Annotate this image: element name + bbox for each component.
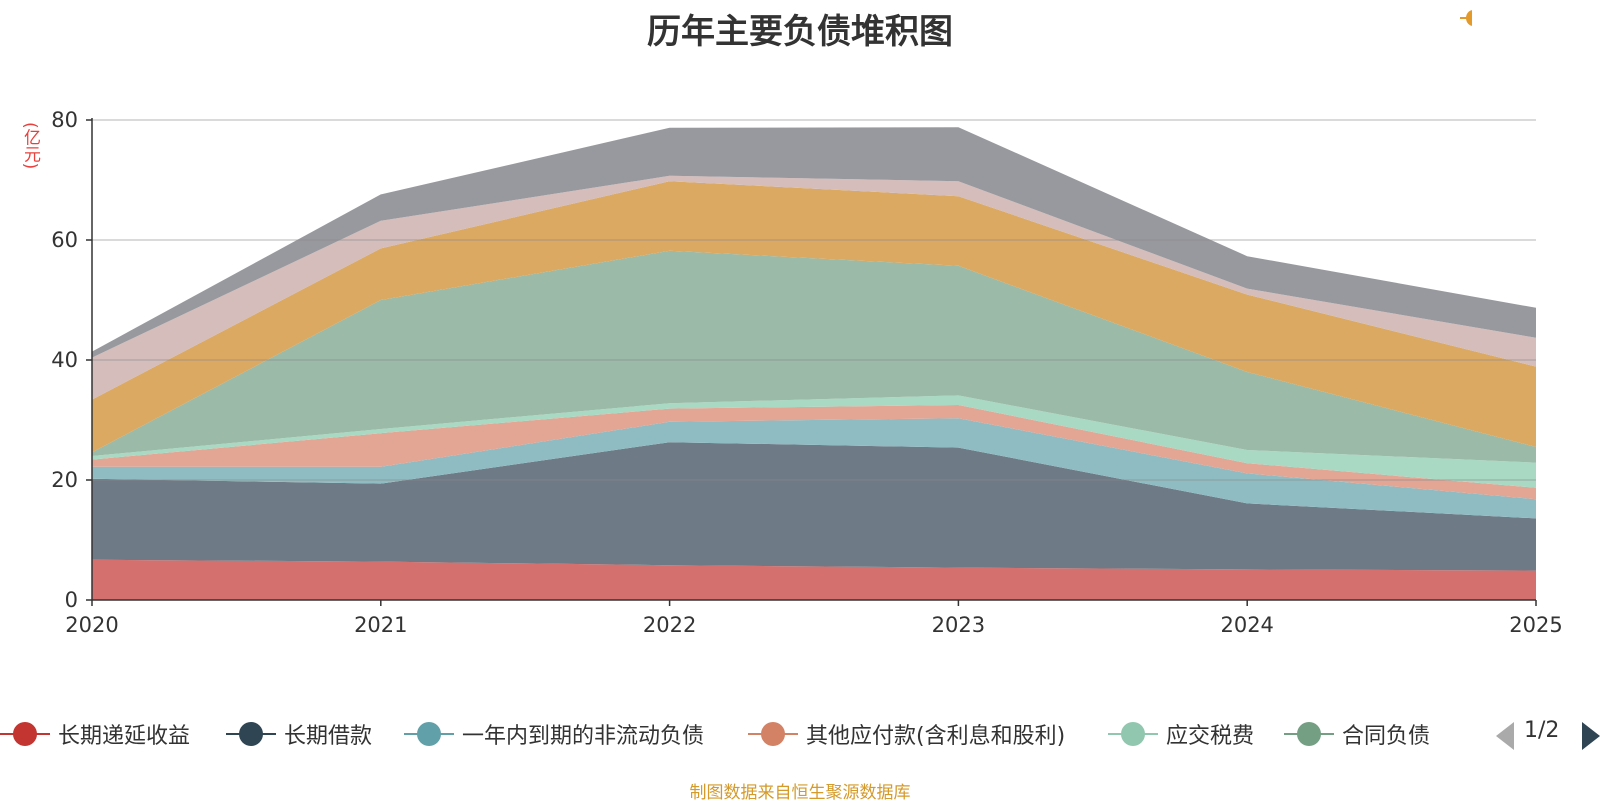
x-tick-label: 2021 [354, 613, 407, 637]
y-tick-label: 40 [51, 348, 78, 372]
legend-item-partial-icon[interactable] [1460, 0, 1472, 36]
y-tick-label: 20 [51, 468, 78, 492]
area-series-9 [92, 127, 1536, 358]
legend-item-4[interactable]: 其他应付款(含利息和股利) [748, 716, 1065, 752]
legend-marker-icon [1108, 716, 1158, 752]
legend-label: 长期借款 [284, 724, 373, 749]
legend-marker-icon [1284, 716, 1334, 752]
chart-title: 历年主要负债堆积图 [647, 12, 953, 52]
area-series-4 [92, 405, 1536, 500]
x-tick-label: 2023 [932, 613, 985, 637]
legend-page-indicator: 1/2 [1524, 718, 1560, 743]
legend-label: 应交税费 [1166, 724, 1255, 749]
legend-label: 一年内到期的非流动负债 [462, 724, 705, 749]
legend-label: 长期递延收益 [58, 724, 191, 749]
legend-item-5[interactable]: 应交税费 [1108, 716, 1254, 752]
legend-prev-page-icon[interactable] [1496, 722, 1514, 750]
x-tick-label: 2025 [1509, 613, 1562, 637]
legend: 长期递延收益 长期借款 一年内到期的非流动负债 其他应付款(含利息和股利) 应交税费 合同… [0, 716, 1600, 752]
area-series-7 [92, 181, 1536, 453]
tick-labels: 0 20 40 60 80 2020 2021 2022 2023 2024 2025 [51, 108, 1562, 637]
legend-item-1[interactable]: 长期递延收益 [0, 716, 190, 752]
area-series [92, 127, 1536, 600]
legend-item-6[interactable]: 合同负债 [1284, 716, 1430, 752]
legend-marker-icon [0, 716, 50, 752]
legend-label: 其他应付款(含利息和股利) [806, 724, 1066, 749]
legend-label: 合同负债 [1342, 724, 1431, 749]
source-note: 制图数据来自恒生聚源数据库 [689, 783, 911, 803]
area-series-1 [92, 559, 1536, 600]
grid-lines [92, 119, 1536, 481]
legend-item-2[interactable]: 长期借款 [226, 716, 372, 752]
x-tick-label: 2024 [1220, 613, 1273, 637]
legend-item-3[interactable]: 一年内到期的非流动负债 [404, 716, 704, 752]
legend-next-page-icon[interactable] [1582, 722, 1600, 750]
y-tick-label: 60 [51, 228, 78, 252]
area-series-6 [92, 250, 1536, 463]
y-tick-label: 80 [51, 108, 78, 132]
legend-marker-icon [226, 716, 276, 752]
x-tick-label: 2022 [643, 613, 696, 637]
area-series-3 [92, 418, 1536, 519]
axes [86, 118, 1537, 606]
y-axis-unit-label: (亿元) [20, 122, 40, 170]
legend-marker-icon [748, 716, 798, 752]
area-series-2 [92, 442, 1536, 571]
x-tick-label: 2020 [65, 613, 118, 637]
legend-marker-icon [404, 716, 454, 752]
y-tick-label: 0 [65, 588, 78, 612]
